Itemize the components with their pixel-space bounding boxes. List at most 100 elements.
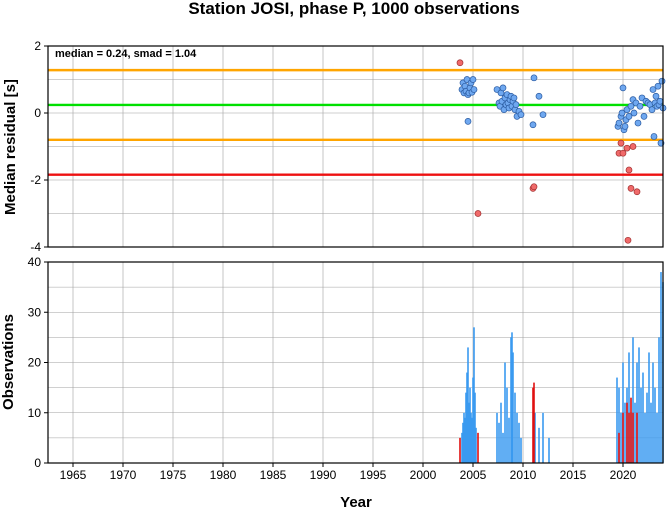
normal-observation-bar bbox=[496, 412, 498, 463]
outlier-observation-bar bbox=[632, 412, 634, 463]
outlier-observation-bar bbox=[532, 387, 534, 463]
normal-residual-point bbox=[640, 112, 648, 120]
normal-residual-point bbox=[535, 92, 543, 100]
normal-residual-point bbox=[630, 109, 638, 117]
observations-y-tick-label: 40 bbox=[28, 255, 42, 269]
outlier-residual-point bbox=[617, 139, 625, 147]
outlier-residual-point bbox=[623, 144, 631, 152]
residual-panel: 2 0 -2 -4 median = 0.24, smad = 1.04 Median… bbox=[2, 39, 667, 254]
normal-observation-bar bbox=[475, 427, 477, 463]
normal-residual-point bbox=[621, 123, 629, 130]
normal-residual-point bbox=[499, 84, 507, 92]
normal-residual-point bbox=[634, 119, 642, 127]
normal-residual-point bbox=[464, 118, 472, 125]
normal-residual-point bbox=[517, 111, 525, 119]
year-tick-label: 1975 bbox=[160, 468, 187, 482]
normal-observation-bar bbox=[660, 272, 662, 463]
normal-observation-bar bbox=[473, 327, 475, 463]
normal-observation-bar bbox=[618, 387, 620, 463]
figure-title: Station JOSI, phase P, 1000 observations bbox=[188, 0, 519, 18]
outlier-observation-bar bbox=[630, 397, 632, 463]
outlier-observation-bar bbox=[636, 412, 638, 463]
normal-observation-bar bbox=[471, 417, 473, 463]
year-tick-label: 2020 bbox=[610, 468, 637, 482]
normal-observation-bar bbox=[461, 432, 463, 463]
residual-points bbox=[456, 59, 667, 244]
residual-y-tick-label: -4 bbox=[30, 240, 41, 254]
normal-observation-bar bbox=[648, 352, 650, 463]
normal-observation-bar bbox=[624, 402, 626, 463]
normal-observation-bar bbox=[470, 412, 472, 463]
normal-observation-bar bbox=[463, 412, 465, 463]
normal-observation-bar bbox=[500, 402, 502, 463]
normal-residual-point bbox=[618, 109, 626, 117]
year-tick-label: 2015 bbox=[560, 468, 587, 482]
residual-y-axis-label: Median residual [s] bbox=[2, 79, 19, 215]
year-tick-label: 1970 bbox=[110, 468, 137, 482]
normal-observation-bar bbox=[548, 437, 550, 463]
normal-observation-bar bbox=[520, 437, 522, 463]
outlier-residual-point bbox=[627, 185, 635, 192]
year-tick-label: 2000 bbox=[410, 468, 437, 482]
outlier-residual-point bbox=[624, 236, 632, 244]
observations-y-tick-label: 10 bbox=[28, 406, 42, 420]
normal-residual-point bbox=[512, 101, 520, 108]
normal-observation-bar bbox=[462, 422, 464, 463]
normal-observation-bar bbox=[538, 427, 540, 463]
outlier-observation-bar bbox=[626, 402, 628, 463]
normal-observation-bar bbox=[465, 392, 467, 463]
normal-residual-point bbox=[648, 106, 656, 114]
observations-y-axis-label: Observations bbox=[0, 314, 17, 410]
normal-observation-bar bbox=[620, 412, 622, 463]
normal-observation-bar bbox=[534, 412, 536, 463]
observations-grid bbox=[48, 261, 663, 464]
normal-observation-bar bbox=[616, 377, 618, 463]
normal-observation-bar bbox=[644, 412, 646, 463]
normal-observation-bar bbox=[650, 402, 652, 463]
stats-annotation: median = 0.24, smad = 1.04 bbox=[55, 48, 197, 60]
normal-residual-point bbox=[470, 86, 478, 93]
outlier-residual-point bbox=[530, 183, 538, 191]
normal-residual-point bbox=[652, 92, 660, 100]
normal-observation-bar bbox=[468, 402, 470, 463]
normal-residual-point bbox=[619, 84, 627, 92]
year-tick-label: 1995 bbox=[360, 468, 387, 482]
normal-observation-bar bbox=[634, 402, 636, 463]
outlier-observation-bar bbox=[618, 432, 620, 463]
observations-bars bbox=[459, 272, 664, 463]
normal-observation-bar bbox=[542, 412, 544, 463]
normal-observation-bar bbox=[467, 347, 469, 463]
normal-residual-point bbox=[529, 121, 537, 129]
outlier-observation-bar bbox=[628, 412, 630, 463]
normal-observation-bar bbox=[628, 352, 630, 463]
normal-observation-bar bbox=[646, 392, 648, 463]
normal-residual-point bbox=[469, 76, 477, 83]
residual-y-ticks: 2 0 -2 -4 bbox=[30, 39, 48, 254]
normal-observation-bar bbox=[474, 392, 476, 463]
normal-residual-point bbox=[649, 86, 657, 93]
outlier-residual-point bbox=[633, 188, 641, 196]
normal-residual-point bbox=[625, 112, 633, 120]
residual-y-tick-label: 0 bbox=[34, 106, 41, 120]
normal-residual-point bbox=[636, 102, 644, 110]
normal-observation-bar bbox=[516, 412, 518, 463]
normal-residual-point bbox=[539, 111, 547, 119]
normal-observation-bar bbox=[466, 372, 468, 463]
normal-residual-point bbox=[615, 119, 623, 127]
normal-residual-point bbox=[654, 82, 662, 90]
normal-observation-bar bbox=[658, 337, 660, 463]
year-tick-label: 1965 bbox=[60, 468, 87, 482]
residual-plot-frame bbox=[47, 45, 664, 248]
normal-observation-bar bbox=[510, 337, 512, 463]
normal-observation-bar bbox=[652, 362, 654, 463]
normal-observation-bar bbox=[512, 352, 514, 463]
normal-observation-bar bbox=[498, 422, 500, 463]
normal-observation-bar bbox=[632, 337, 634, 463]
normal-residual-point bbox=[658, 77, 666, 85]
normal-observation-bar bbox=[518, 422, 520, 463]
outlier-residual-point bbox=[625, 166, 633, 174]
residual-grid bbox=[48, 45, 663, 248]
observations-y-tick-label: 30 bbox=[28, 305, 42, 319]
outlier-observation-bar bbox=[622, 412, 624, 463]
year-tick-label: 1980 bbox=[210, 468, 237, 482]
